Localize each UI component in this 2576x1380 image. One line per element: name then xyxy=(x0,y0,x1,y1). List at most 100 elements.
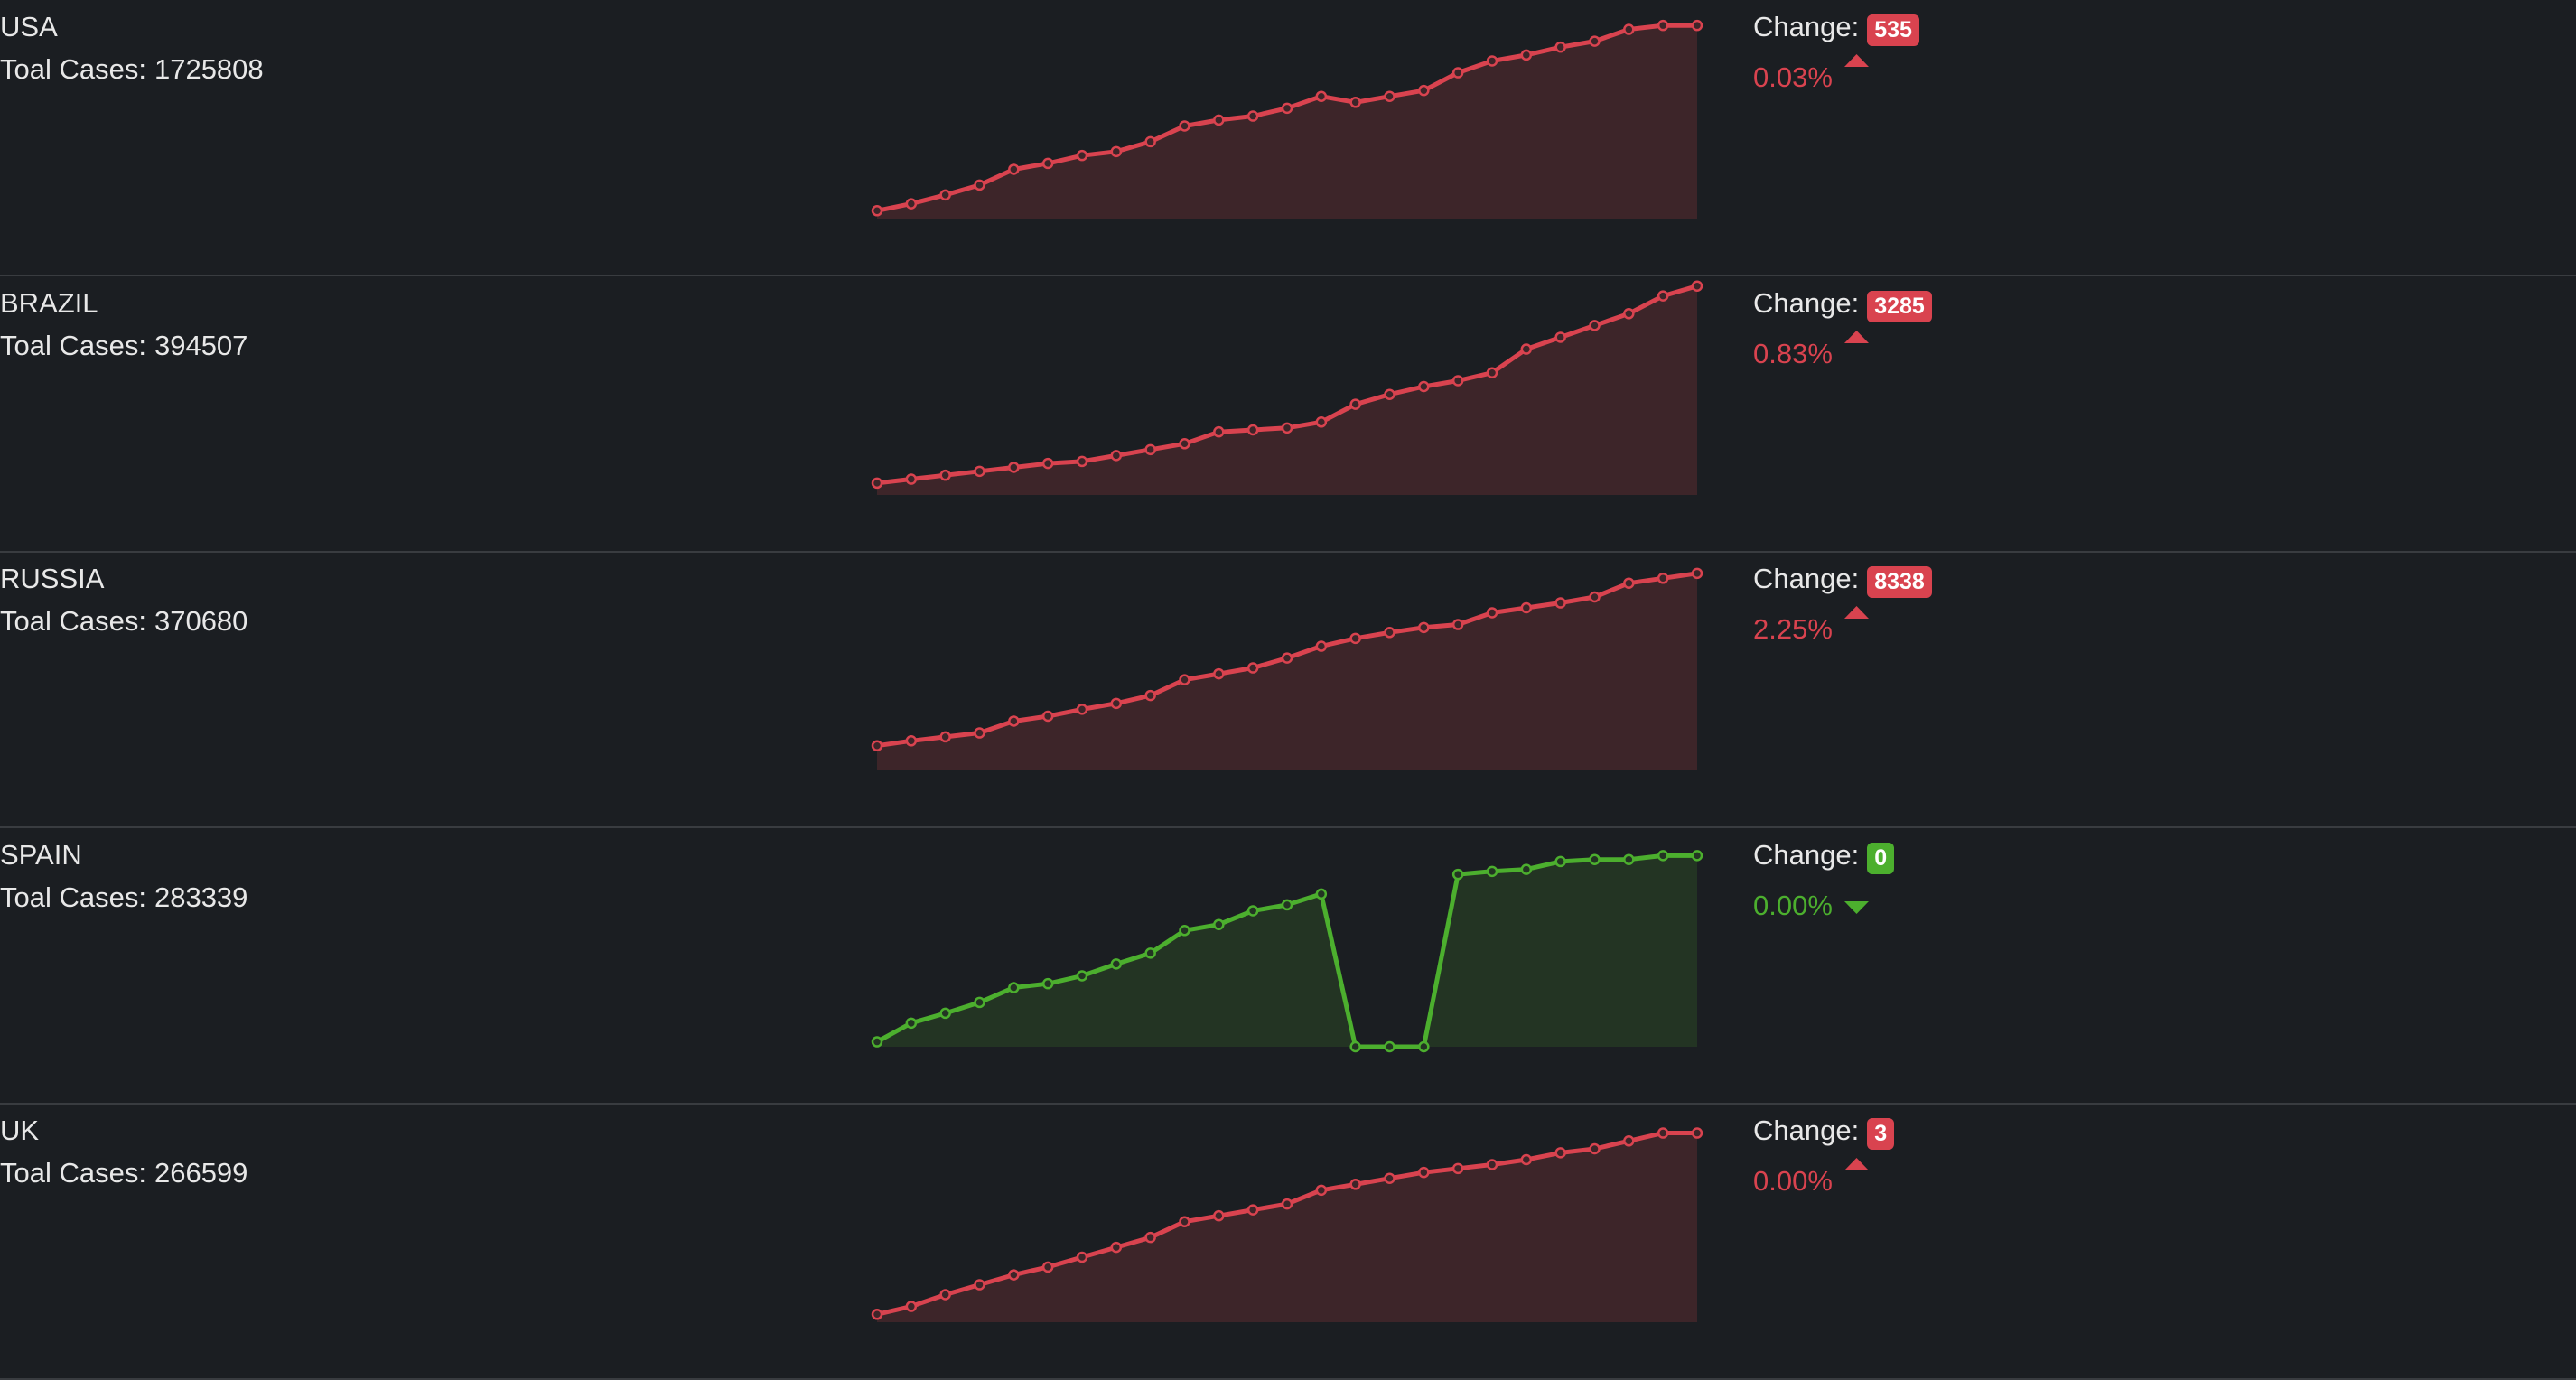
point xyxy=(1486,1159,1498,1171)
point xyxy=(1110,145,1123,158)
change-label: Change: xyxy=(1753,286,1860,319)
total-value: 370680 xyxy=(154,605,248,638)
point xyxy=(1213,425,1225,438)
point xyxy=(1281,1198,1293,1210)
trend-arrow xyxy=(1844,900,1869,914)
point xyxy=(1657,19,1669,32)
change-label: Change: xyxy=(1753,1114,1860,1147)
trend-arrow xyxy=(1844,1158,1869,1171)
point xyxy=(1110,1242,1123,1254)
total-value: 1725808 xyxy=(154,53,264,85)
point xyxy=(1246,110,1259,122)
point xyxy=(1315,888,1328,900)
point xyxy=(1246,905,1259,917)
point xyxy=(1520,863,1533,875)
point xyxy=(1349,632,1361,645)
point xyxy=(1246,1204,1259,1217)
point xyxy=(871,1036,883,1048)
point xyxy=(905,1017,918,1029)
point xyxy=(1418,1040,1430,1053)
point xyxy=(1213,918,1225,930)
point xyxy=(1246,662,1259,674)
point xyxy=(1281,102,1293,115)
point xyxy=(1657,849,1669,862)
point xyxy=(939,1007,951,1019)
point xyxy=(1315,415,1328,428)
sparkline-area xyxy=(877,285,1697,495)
point xyxy=(1144,946,1156,959)
point xyxy=(871,740,883,752)
point xyxy=(1623,1135,1635,1147)
point xyxy=(1451,619,1464,630)
point xyxy=(1110,697,1123,710)
change-label: Change: xyxy=(1753,838,1860,871)
country-row: RUSSIA Toal Cases: 370680 Change: 8338 2.25% xyxy=(0,552,2576,829)
point xyxy=(1315,90,1328,102)
point xyxy=(1657,289,1669,302)
point xyxy=(1691,849,1703,862)
point xyxy=(1384,627,1395,639)
trend-arrow xyxy=(1844,330,1869,343)
point xyxy=(974,179,985,191)
point xyxy=(1213,668,1225,680)
point xyxy=(1384,1172,1395,1185)
point xyxy=(1589,319,1601,331)
sparkline-area xyxy=(877,573,1697,771)
point xyxy=(1486,367,1498,378)
point xyxy=(1008,461,1020,473)
point xyxy=(1213,114,1225,126)
point xyxy=(1451,67,1464,79)
country-name: SPAIN xyxy=(0,838,82,871)
point xyxy=(871,1309,883,1320)
point xyxy=(1691,567,1703,580)
point xyxy=(1349,1179,1361,1190)
point xyxy=(1691,1127,1703,1140)
point xyxy=(1076,149,1088,162)
point xyxy=(939,1289,951,1301)
point xyxy=(1110,957,1123,970)
trend-arrow xyxy=(1844,606,1869,620)
change-badge: 535 xyxy=(1867,14,1919,46)
country-name: USA xyxy=(0,11,58,42)
point xyxy=(1076,1252,1088,1263)
point xyxy=(1281,652,1293,665)
point xyxy=(1451,1162,1464,1175)
point xyxy=(974,996,985,1008)
point xyxy=(1554,597,1566,609)
point xyxy=(1144,690,1156,702)
point xyxy=(1418,1167,1430,1179)
country-row: USA Toal Cases: 1725808 Change: 535 0.03% xyxy=(0,0,2576,276)
point xyxy=(1076,704,1088,715)
point xyxy=(1554,41,1566,53)
point xyxy=(1589,35,1601,47)
point xyxy=(1041,1262,1054,1273)
country-row: UK Toal Cases: 266599 Change: 3 0.00% xyxy=(0,1104,2576,1380)
total-label: Toal Cases: xyxy=(0,605,146,638)
point xyxy=(1418,380,1430,392)
change-badge: 3285 xyxy=(1867,290,1932,322)
point xyxy=(1520,342,1533,355)
total-value: 266599 xyxy=(154,1157,248,1189)
change-label: Change: xyxy=(1753,563,1860,595)
point xyxy=(1657,573,1669,584)
point xyxy=(1691,19,1703,32)
point xyxy=(974,1279,985,1291)
point xyxy=(1041,157,1054,170)
point xyxy=(1589,1143,1601,1155)
point xyxy=(1384,90,1395,102)
point xyxy=(905,1301,918,1313)
percent-change: 0.00% xyxy=(1753,1165,1833,1198)
point xyxy=(1144,443,1156,455)
point xyxy=(1451,868,1464,881)
point xyxy=(1486,55,1498,67)
point xyxy=(939,469,951,481)
point xyxy=(1008,163,1020,175)
point xyxy=(1349,397,1361,410)
point xyxy=(1110,449,1123,462)
point xyxy=(1520,1154,1533,1166)
change-badge: 8338 xyxy=(1867,566,1932,599)
point xyxy=(1554,331,1566,343)
point xyxy=(1520,49,1533,61)
total-value: 394507 xyxy=(154,329,248,361)
